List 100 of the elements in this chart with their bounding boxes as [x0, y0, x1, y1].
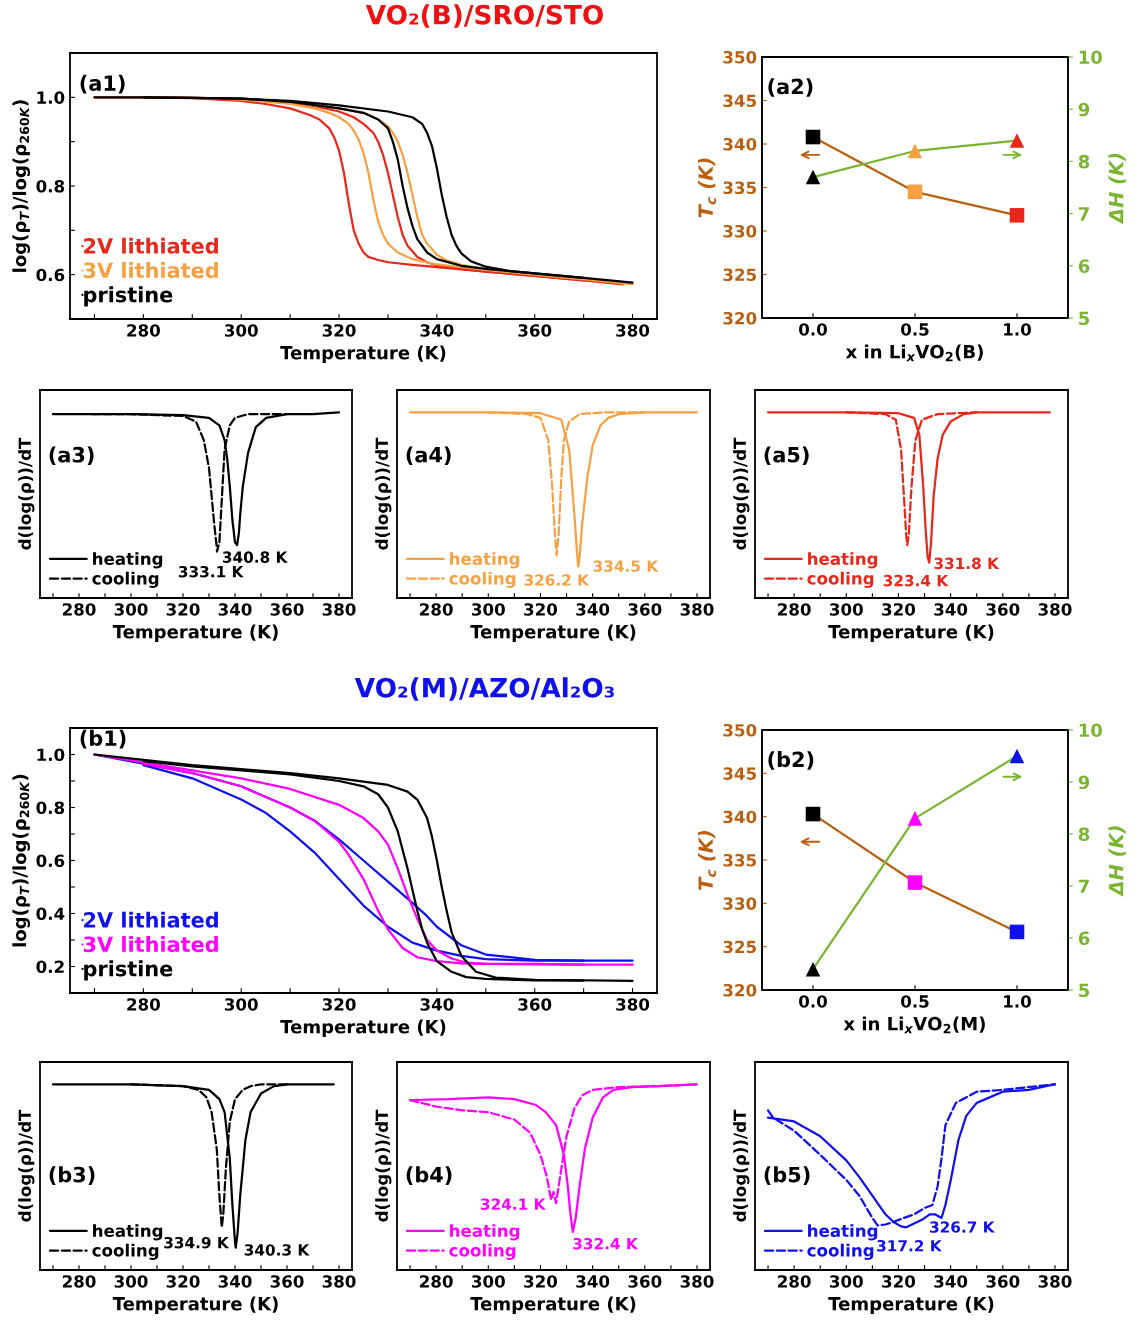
x-tick-label: 340 — [420, 324, 454, 337]
x-tick-label: 320 — [524, 603, 558, 616]
legend-label: heating — [450, 1224, 520, 1241]
x-tick-label: 340 — [934, 603, 968, 616]
legend-label: cooling — [449, 571, 516, 588]
y2-tick-label: 9 — [1078, 102, 1090, 117]
x-tick-label: 360 — [628, 1275, 662, 1288]
x-tick-label: 380 — [1038, 1275, 1072, 1288]
legend-label: heating — [93, 1224, 163, 1241]
x-tick-label: 300 — [224, 998, 258, 1011]
annotation: 334.9 K — [164, 1236, 230, 1249]
x-tick-label: 1.0 — [1004, 323, 1031, 336]
y-tick-label: 0.8 — [36, 801, 65, 815]
y2-tick-label: 6 — [1078, 259, 1090, 273]
y-tick-label: 320 — [723, 983, 757, 997]
x-axis-title: Temperature (K) — [828, 1296, 994, 1315]
legend-label: cooling — [807, 1243, 874, 1260]
x-tick-label: 360 — [986, 1275, 1020, 1288]
y-tick-label: 335 — [723, 181, 756, 195]
legend-label: cooling — [92, 1243, 159, 1260]
x-tick-label: 360 — [986, 603, 1020, 616]
x-tick-label: 320 — [524, 1275, 558, 1288]
x-tick-label: 280 — [778, 603, 811, 616]
x-tick-label: 280 — [62, 603, 96, 616]
x-axis-title: x in Li$_{x}$VO$_{2}$(M) — [843, 1016, 985, 1034]
x-tick-label: 380 — [680, 603, 714, 616]
y-axis-title: d(log(ρ))/dT — [18, 437, 35, 550]
x-axis-title: x in Li$_{x}$VO$_{2}$(B) — [845, 344, 983, 362]
x-tick-label: 380 — [322, 1275, 356, 1288]
x-tick-label: 320 — [166, 603, 200, 616]
y-axis-title: d(log(ρ))/dT — [733, 1109, 750, 1222]
legend-label: heating — [808, 552, 878, 569]
legend-label: pristine — [84, 286, 173, 307]
x-tick-label: 340 — [218, 603, 252, 616]
x-tick-label: 320 — [322, 324, 356, 337]
x-tick-label: 280 — [127, 998, 160, 1011]
y-tick-label: 350 — [723, 50, 757, 64]
y-axis-title: log(ρ$_{T}$)/log(ρ$_{260K}$) — [12, 100, 30, 272]
x-axis-title: Temperature (K) — [280, 345, 446, 364]
legend-label: 2V lithiated — [84, 237, 218, 254]
annotation: (a2) — [768, 78, 813, 97]
x-tick-label: 360 — [270, 1275, 304, 1288]
x-axis-title: Temperature (K) — [280, 1019, 446, 1038]
annotation: (b5) — [764, 1166, 810, 1185]
y2-tick-label: 8 — [1078, 827, 1090, 842]
x-tick-label: 380 — [1038, 603, 1072, 616]
annotation: 324.1 K — [480, 1198, 546, 1210]
legend-label: cooling — [92, 571, 159, 588]
x-tick-label: 340 — [420, 998, 454, 1011]
legend-label: heating — [93, 552, 163, 569]
annotation: (a3) — [49, 446, 94, 466]
x-tick-label: 0.0 — [799, 323, 827, 336]
x-axis-title: Temperature (K) — [112, 1296, 278, 1315]
x-tick-label: 300 — [472, 1275, 505, 1288]
legend-label: 3V lithiated — [83, 936, 218, 953]
y-axis-title: log(ρ$_{T}$)/log(ρ$_{260K}$) — [12, 774, 30, 947]
y-axis-title: d(log(ρ))/dT — [18, 1109, 35, 1222]
y-tick-label: 0.8 — [36, 179, 65, 193]
y-tick-label: 330 — [723, 224, 757, 238]
x-tick-label: 0.5 — [901, 323, 929, 336]
x-tick-label: 280 — [127, 324, 160, 337]
annotation: (a4) — [406, 446, 451, 466]
x-tick-label: 340 — [218, 1275, 252, 1288]
y-tick-label: 345 — [723, 94, 756, 108]
x-tick-label: 300 — [114, 1275, 148, 1288]
y-tick-label: 1.0 — [37, 91, 65, 104]
annotation: (b1) — [80, 729, 126, 749]
y-axis-title: T$_{c}$ (K) — [697, 831, 717, 890]
x-tick-label: 0.5 — [901, 995, 929, 1008]
x-tick-label: 360 — [518, 998, 552, 1011]
x-axis-title: Temperature (K) — [470, 1296, 636, 1315]
x-tick-label: 300 — [472, 603, 505, 616]
annotation: 340.8 K — [222, 551, 288, 563]
y-tick-label: 0.4 — [36, 907, 65, 921]
x-tick-label: 360 — [270, 603, 304, 616]
y2-tick-label: 5 — [1079, 311, 1090, 326]
y2-tick-label: 5 — [1079, 983, 1090, 998]
x-tick-label: 300 — [224, 324, 258, 337]
x-tick-label: 340 — [934, 1275, 968, 1288]
y-axis-title: d(log(ρ))/dT — [733, 437, 750, 550]
y2-tick-label: 7 — [1078, 207, 1089, 221]
annotation: 317.2 K — [877, 1240, 943, 1252]
legend-label: cooling — [449, 1243, 516, 1260]
y-tick-label: 340 — [723, 810, 757, 824]
x-tick-label: 340 — [576, 603, 610, 616]
x-tick-label: 280 — [420, 1275, 453, 1288]
y-tick-label: 0.6 — [36, 854, 65, 868]
legend-label: heating — [808, 1224, 878, 1241]
y-tick-label: 320 — [723, 311, 757, 325]
chart-title: VO₂(M)/AZO/Al₂O₃ — [354, 677, 614, 701]
y2-tick-label: 9 — [1078, 775, 1090, 790]
annotation: 334.5 K — [593, 560, 659, 572]
y2-axis-title: ΔH (K) — [1108, 153, 1126, 225]
x-tick-label: 300 — [830, 603, 863, 616]
chart-title: VO₂(B)/SRO/STO — [365, 4, 603, 28]
annotation: (a1) — [80, 74, 125, 94]
x-tick-label: 280 — [420, 603, 453, 616]
annotation: 323.4 K — [883, 574, 949, 587]
x-tick-label: 320 — [882, 1275, 916, 1288]
y2-tick-label: 7 — [1078, 879, 1089, 893]
